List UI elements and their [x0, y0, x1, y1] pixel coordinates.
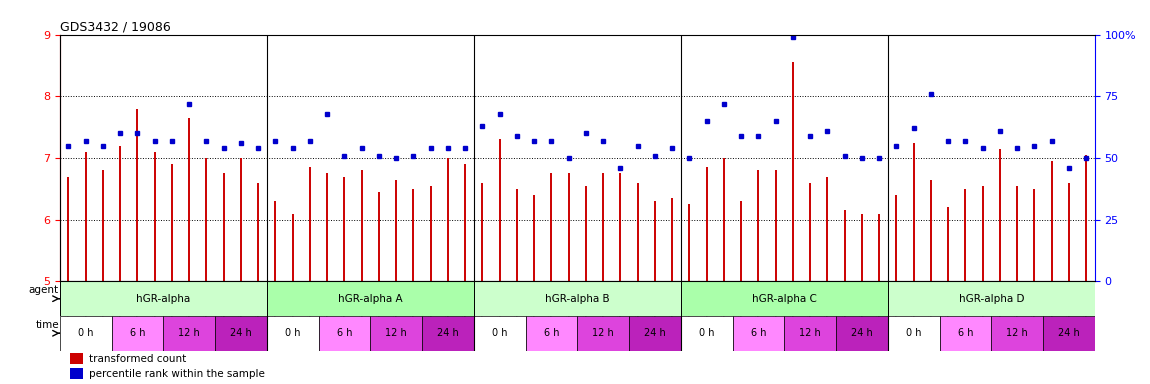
- Bar: [526, 316, 577, 351]
- Text: 6 h: 6 h: [130, 328, 145, 338]
- Bar: [733, 316, 784, 351]
- Text: 6 h: 6 h: [751, 328, 766, 338]
- Text: hGR-alpha C: hGR-alpha C: [752, 294, 816, 304]
- Text: 24 h: 24 h: [851, 328, 873, 338]
- Bar: [577, 316, 629, 351]
- Text: GDS3432 / 19086: GDS3432 / 19086: [60, 20, 170, 33]
- Bar: [474, 316, 526, 351]
- Text: hGR-alpha A: hGR-alpha A: [338, 294, 402, 304]
- Text: hGR-alpha: hGR-alpha: [136, 294, 191, 304]
- Text: percentile rank within the sample: percentile rank within the sample: [89, 369, 264, 379]
- Text: 12 h: 12 h: [1006, 328, 1028, 338]
- Bar: [681, 281, 888, 316]
- Text: 0 h: 0 h: [906, 328, 921, 338]
- Bar: [70, 368, 83, 379]
- Text: 24 h: 24 h: [230, 328, 252, 338]
- Text: 12 h: 12 h: [592, 328, 614, 338]
- Text: 12 h: 12 h: [385, 328, 407, 338]
- Bar: [836, 316, 888, 351]
- Text: 12 h: 12 h: [799, 328, 821, 338]
- Text: agent: agent: [29, 285, 59, 295]
- Bar: [370, 316, 422, 351]
- Bar: [784, 316, 836, 351]
- Text: 0 h: 0 h: [492, 328, 507, 338]
- Bar: [940, 316, 991, 351]
- Bar: [163, 316, 215, 351]
- Bar: [319, 316, 370, 351]
- Bar: [112, 316, 163, 351]
- Bar: [888, 316, 940, 351]
- Bar: [681, 316, 733, 351]
- Text: 24 h: 24 h: [644, 328, 666, 338]
- Bar: [1043, 316, 1095, 351]
- Bar: [629, 316, 681, 351]
- Bar: [60, 281, 267, 316]
- Bar: [60, 316, 112, 351]
- Bar: [267, 281, 474, 316]
- Bar: [474, 281, 681, 316]
- Bar: [215, 316, 267, 351]
- Text: 0 h: 0 h: [285, 328, 300, 338]
- Text: 24 h: 24 h: [437, 328, 459, 338]
- Text: hGR-alpha D: hGR-alpha D: [959, 294, 1024, 304]
- Bar: [267, 316, 319, 351]
- Bar: [70, 354, 83, 364]
- Text: time: time: [36, 319, 59, 329]
- Text: hGR-alpha B: hGR-alpha B: [545, 294, 610, 304]
- Text: 0 h: 0 h: [78, 328, 93, 338]
- Bar: [991, 316, 1043, 351]
- Text: 0 h: 0 h: [699, 328, 714, 338]
- Text: 6 h: 6 h: [544, 328, 559, 338]
- Text: 12 h: 12 h: [178, 328, 200, 338]
- Text: transformed count: transformed count: [89, 354, 186, 364]
- Text: 6 h: 6 h: [337, 328, 352, 338]
- Bar: [422, 316, 474, 351]
- Text: 24 h: 24 h: [1058, 328, 1080, 338]
- Text: 6 h: 6 h: [958, 328, 973, 338]
- Bar: [888, 281, 1095, 316]
